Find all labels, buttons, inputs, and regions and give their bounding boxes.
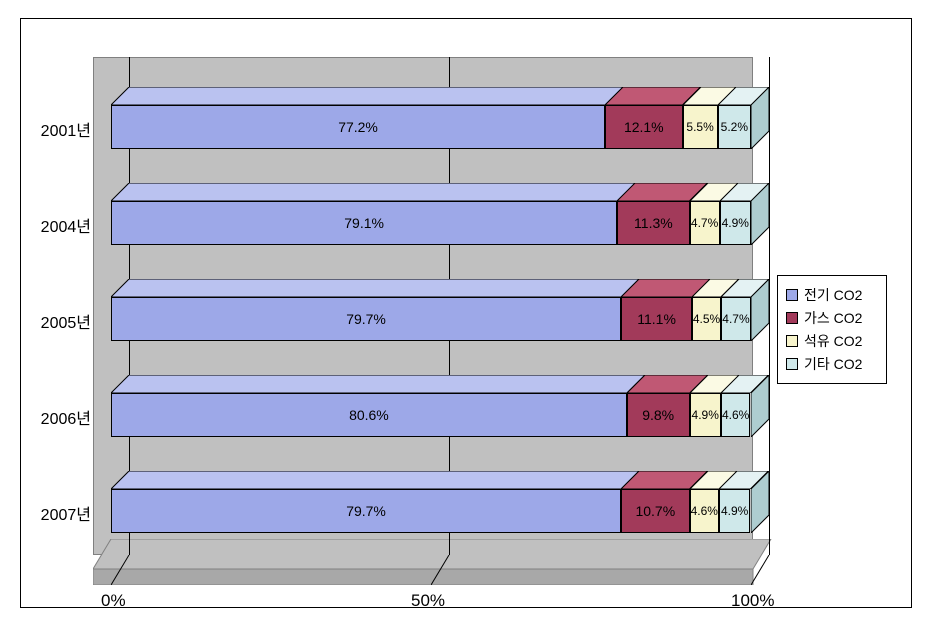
bar-side-face	[751, 87, 769, 149]
bar-side-face	[751, 471, 769, 533]
bar-value-label: 79.7%	[346, 311, 386, 327]
bar-value-label: 11.1%	[637, 311, 676, 327]
x-axis-label: 50%	[411, 591, 445, 611]
bar-value-label: 4.7%	[691, 216, 718, 230]
bar-segment: 4.9%	[719, 489, 750, 533]
bar-value-label: 12.1%	[624, 119, 664, 135]
legend-swatch	[786, 289, 798, 301]
bar-row: 79.7% 10.7% 4.6%4.9%	[111, 489, 751, 533]
bar-segment: 80.6%	[111, 393, 627, 437]
tick-diagonal	[111, 555, 131, 585]
bar-value-label: 80.6%	[349, 407, 389, 423]
y-axis-label: 2001년	[21, 117, 91, 141]
bar-value-label: 4.6%	[691, 504, 718, 518]
bar-segment: 79.1%	[111, 201, 617, 245]
bar-segment: 4.7%	[721, 297, 751, 341]
bar-segment-top	[111, 471, 639, 489]
bar-row: 79.1% 11.3% 4.7% 4.9%	[111, 201, 751, 245]
legend-label: 기타 CO2	[804, 354, 862, 374]
bar-value-label: 10.7%	[635, 503, 675, 519]
legend-label: 석유 CO2	[804, 331, 862, 351]
bar-segment: 4.6%	[721, 393, 750, 437]
bars-container: 77.2% 12.1% 5.5% 5.2% 79.1% 11.3% 4.7% 4.9% 79.7…	[111, 75, 753, 523]
bar-side-face	[751, 375, 769, 437]
bar-segment: 4.9%	[720, 201, 751, 245]
bar-segment: 12.1%	[605, 105, 682, 149]
gridline	[769, 57, 770, 555]
bar-row: 79.7% 11.1% 4.5%4.7%	[111, 297, 751, 341]
bar-value-label: 79.1%	[344, 215, 384, 231]
y-axis-label: 2006년	[21, 405, 91, 429]
bar-value-label: 4.9%	[721, 504, 748, 518]
bar-segment-top	[111, 279, 639, 297]
bar-value-label: 4.9%	[722, 216, 749, 230]
bar-side-face	[751, 279, 769, 341]
bar-value-label: 4.6%	[722, 408, 749, 422]
bar-segment: 77.2%	[111, 105, 605, 149]
legend-item: 석유 CO2	[786, 331, 878, 351]
bar-value-label: 5.5%	[686, 120, 713, 134]
bar-row: 77.2% 12.1% 5.5% 5.2%	[111, 105, 751, 149]
tick-diagonal	[431, 555, 451, 585]
bar-segment: 11.1%	[621, 297, 692, 341]
bar-segment: 4.7%	[690, 201, 720, 245]
bar-value-label: 9.8%	[642, 407, 674, 423]
bar-segment: 5.5%	[683, 105, 718, 149]
bar-segment: 5.2%	[718, 105, 751, 149]
legend-label: 전기 CO2	[804, 285, 862, 305]
y-axis-label: 2005년	[21, 309, 91, 333]
legend-swatch	[786, 358, 798, 370]
bar-segment-top	[111, 183, 635, 201]
bar-value-label: 79.7%	[346, 503, 386, 519]
legend-label: 가스 CO2	[804, 308, 862, 328]
bar-segment-top	[111, 375, 645, 393]
bar-segment: 4.5%	[692, 297, 721, 341]
legend-swatch	[786, 312, 798, 324]
bar-value-label: 77.2%	[338, 119, 378, 135]
x-axis-label: 0%	[101, 591, 126, 611]
bar-segment: 4.6%	[690, 489, 719, 533]
bar-segment: 4.9%	[690, 393, 721, 437]
bar-side-face	[751, 183, 769, 245]
bar-value-label: 4.7%	[722, 312, 749, 326]
legend: 전기 CO2 가스 CO2 석유 CO2 기타 CO2	[777, 275, 887, 384]
legend-item: 기타 CO2	[786, 354, 878, 374]
bar-segment: 79.7%	[111, 489, 621, 533]
legend-swatch	[786, 335, 798, 347]
bar-segment-top	[111, 87, 623, 105]
y-axis-label: 2007년	[21, 501, 91, 525]
bar-value-label: 5.2%	[721, 120, 748, 134]
legend-item: 가스 CO2	[786, 308, 878, 328]
bar-segment: 79.7%	[111, 297, 621, 341]
bar-value-label: 4.9%	[692, 408, 719, 422]
legend-item: 전기 CO2	[786, 285, 878, 305]
chart-frame: 77.2%12.1%5.5%5.2%79.1%11.3%4.7%4.9%79.7…	[20, 18, 912, 608]
x-axis-label: 100%	[731, 591, 774, 611]
bar-value-label: 11.3%	[634, 215, 673, 231]
tick-diagonal	[751, 555, 771, 585]
y-axis-label: 2004년	[21, 213, 91, 237]
bar-row: 80.6% 9.8% 4.9%4.6%	[111, 393, 751, 437]
bar-value-label: 4.5%	[693, 312, 720, 326]
bar-segment: 11.3%	[617, 201, 689, 245]
bar-segment: 9.8%	[627, 393, 690, 437]
bar-segment: 10.7%	[621, 489, 689, 533]
